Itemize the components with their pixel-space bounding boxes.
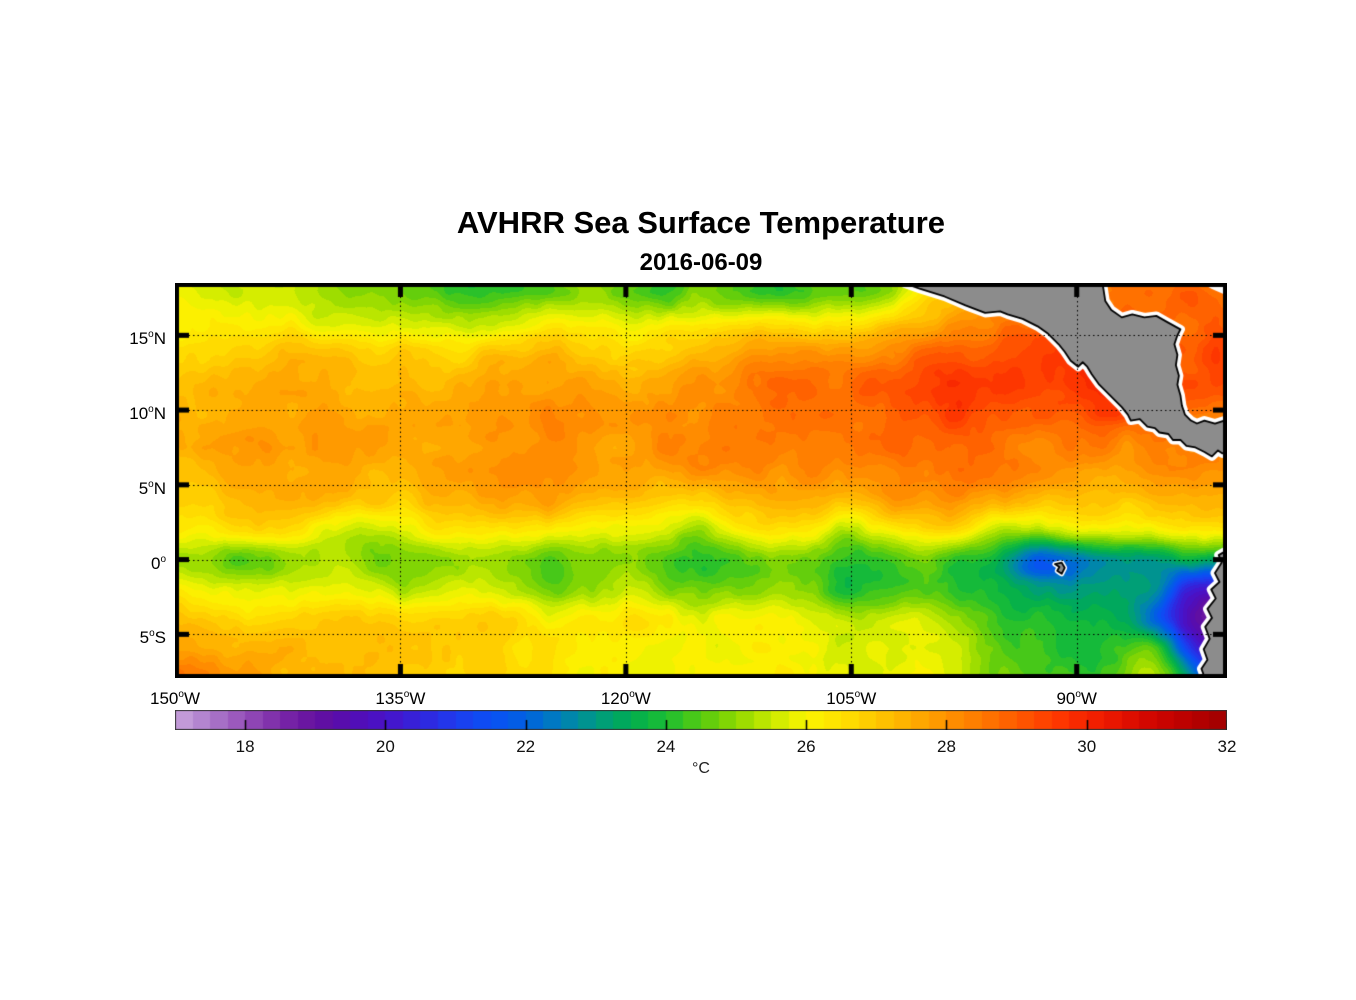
x-tick-label: 135oW: [375, 689, 426, 708]
x-tick-label: 105oW: [826, 689, 877, 708]
x-tick-label: 120oW: [600, 689, 651, 708]
y-tick-label: 10oN: [129, 404, 166, 424]
y-tick-label: 0o: [150, 553, 166, 573]
colorbar-tick-label: 22: [516, 737, 536, 756]
colorbar-tick-label: 18: [235, 737, 255, 756]
colorbar-tick-label: 26: [796, 737, 816, 756]
colorbar-unit-label: °C: [692, 760, 710, 777]
colorbar-tick-label: 28: [936, 737, 956, 756]
sst-map-canvas: [175, 283, 1227, 678]
colorbar-tick-label: 20: [375, 737, 395, 756]
colorbar-tick-label: 32: [1217, 737, 1237, 756]
y-tick-label: 5oS: [139, 628, 166, 648]
y-tick-label: 5oN: [138, 478, 166, 498]
figure-date-subtitle: 2016-06-09: [639, 249, 763, 276]
figure-title: AVHRR Sea Surface Temperature: [456, 205, 946, 240]
x-tick-label: 90oW: [1056, 689, 1097, 708]
x-tick-label: 150oW: [150, 689, 200, 708]
colorbar-tick-label: 24: [656, 737, 676, 756]
colorbar-canvas: [175, 710, 1227, 730]
y-tick-label: 15oN: [129, 329, 166, 349]
colorbar-tick-label: 30: [1077, 737, 1097, 756]
